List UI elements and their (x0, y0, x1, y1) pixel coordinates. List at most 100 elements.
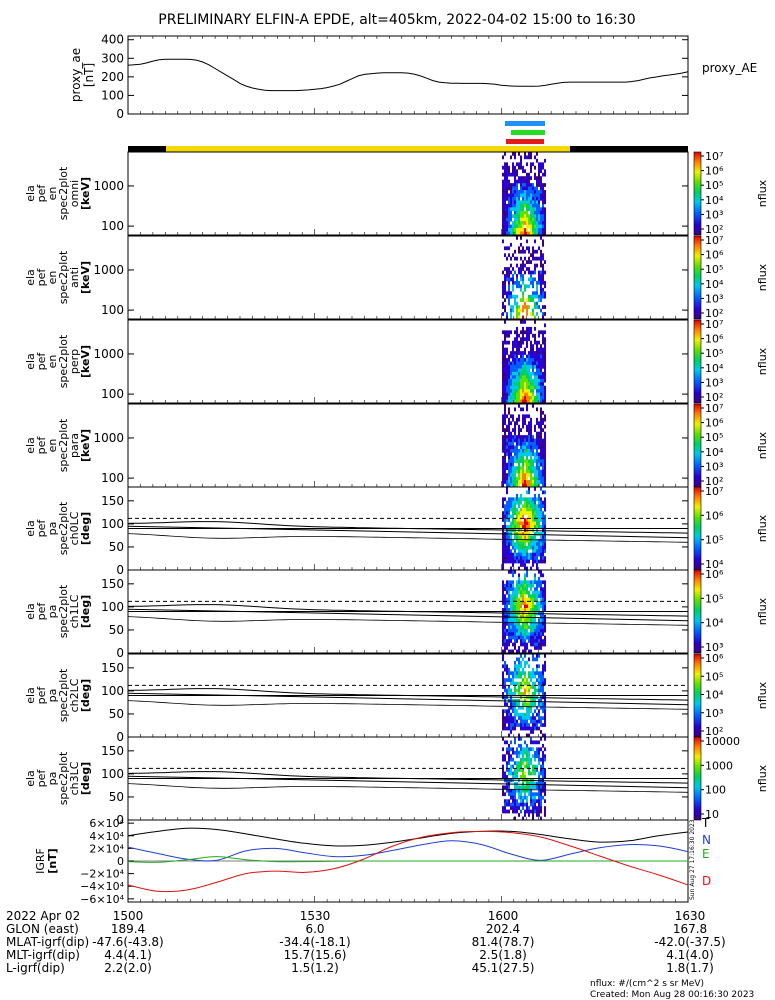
heatmap-cell (528, 438, 530, 443)
heatmap-cell (526, 162, 528, 167)
heatmap-cell (514, 594, 516, 598)
heatmap-cell (536, 382, 538, 387)
heatmap-cell (526, 190, 528, 194)
heatmap-cell (534, 337, 536, 342)
heatmap-cell (520, 236, 522, 240)
heatmap-cell (544, 737, 546, 741)
heatmap-cell (502, 723, 504, 727)
heatmap-cell (528, 371, 530, 376)
heatmap-cell (528, 518, 530, 522)
heatmap-cell (506, 709, 508, 714)
heatmap-cell (540, 221, 542, 225)
heatmap-cell (502, 580, 504, 585)
heatmap-cell (542, 483, 544, 488)
heatmap-cell (534, 692, 536, 696)
heatmap-cell (538, 256, 540, 261)
heatmap-cell (506, 452, 508, 457)
heatmap-cell (518, 518, 520, 522)
heatmap-cell (542, 531, 544, 536)
heatmap-cell (536, 466, 538, 471)
heatmap-cell (526, 614, 528, 619)
heatmap-cell (520, 389, 522, 393)
heatmap-cell (504, 597, 506, 602)
heatmap-cell (544, 500, 546, 505)
heatmap-cell (524, 445, 526, 450)
heatmap-cell (514, 378, 516, 383)
heatmap-cell (516, 775, 518, 779)
heatmap-cell (532, 625, 534, 630)
heatmap-cell (522, 364, 524, 369)
heatmap-cell (544, 214, 546, 219)
heatmap-cell (516, 190, 518, 194)
heatmap-cell (514, 507, 516, 512)
heatmap-cell (516, 601, 518, 605)
heatmap-cell (526, 511, 528, 515)
heatmap-cell (536, 781, 538, 786)
heatmap-cell (534, 552, 536, 557)
heatmap-cell (510, 224, 512, 229)
heatmap-cell (524, 678, 526, 682)
heatmap-cell (528, 183, 530, 187)
heatmap-cell (510, 504, 512, 509)
heatmap-cell (504, 716, 506, 721)
heatmap-cell (532, 193, 534, 198)
heatmap-cell (530, 809, 532, 814)
heatmap-cell (542, 277, 544, 282)
heatmap-cell (508, 210, 510, 215)
heatmap-cell (542, 692, 544, 696)
heatmap-cell (510, 368, 512, 373)
heatmap-cell (518, 267, 520, 271)
heatmap-cell (526, 480, 528, 484)
heatmap-cell (536, 469, 538, 474)
heatmap-cell (502, 361, 504, 366)
heatmap-cell (508, 438, 510, 443)
heatmap-cell (524, 179, 526, 184)
heatmap-cell (514, 525, 516, 529)
heatmap-cell (542, 392, 544, 397)
heatmap-cell (542, 340, 544, 345)
heatmap-cell (542, 476, 544, 481)
colorbar-gradient (694, 404, 701, 487)
heatmap-cell (518, 552, 520, 557)
heatmap-cell (522, 538, 524, 543)
heatmap-cell (522, 320, 524, 324)
heatmap-cell (504, 378, 506, 383)
heatmap-cell (514, 545, 516, 550)
heatmap-cell (514, 688, 516, 693)
heatmap-cell (526, 186, 528, 191)
heatmap-cell (528, 469, 530, 474)
heatmap-cell (508, 354, 510, 359)
heatmap-cell (538, 497, 540, 502)
igrf-line-T (127, 827, 689, 847)
heatmap-cell (518, 525, 520, 529)
heatmap-cell (530, 190, 532, 194)
heatmap-cell (514, 480, 516, 484)
heatmap-cell (520, 639, 522, 643)
heatmap-cell (520, 705, 522, 710)
heatmap-cell (544, 757, 546, 762)
heatmap-cell (534, 608, 536, 612)
heatmap-cell (506, 802, 508, 807)
heatmap-cell (502, 186, 504, 191)
heatmap-cell (512, 757, 514, 762)
heatmap-cell (522, 552, 524, 557)
heatmap-cell (524, 186, 526, 191)
heatmap-cell (512, 351, 514, 355)
heatmap-cell (522, 280, 524, 285)
ytick-label: 1000 (93, 263, 124, 277)
heatmap-cell (540, 642, 542, 647)
heatmap-cell (534, 291, 536, 296)
heatmap-cell (520, 337, 522, 342)
heatmap-cell (520, 521, 522, 526)
heatmap-cell (530, 442, 532, 446)
heatmap-cell (518, 315, 520, 320)
heatmap-cell (540, 414, 542, 419)
heatmap-cell (528, 681, 530, 686)
heatmap-cell (520, 768, 522, 772)
heatmap-cell (540, 396, 542, 400)
heatmap-cell (524, 628, 526, 633)
heatmap-cell (510, 382, 512, 387)
heatmap-cell (502, 459, 504, 464)
heatmap-cell (524, 361, 526, 366)
